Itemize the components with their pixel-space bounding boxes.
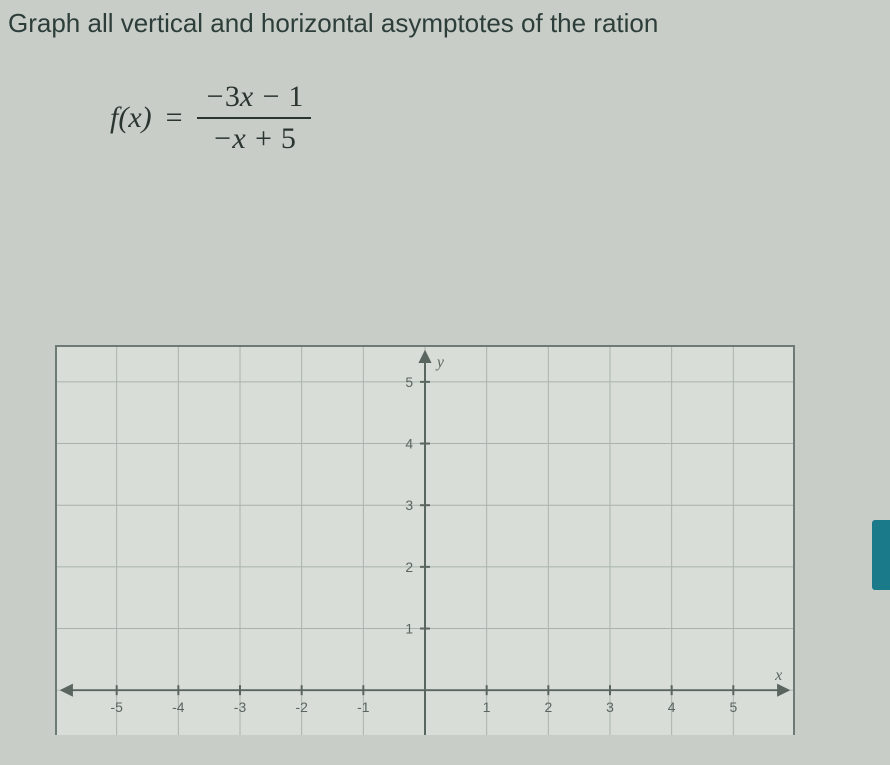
svg-text:x: x bbox=[774, 667, 782, 684]
svg-text:2: 2 bbox=[405, 559, 413, 575]
formula-denominator: −x + 5 bbox=[204, 122, 304, 156]
coordinate-grid[interactable]: y x -5 -4 -3 -2 -1 1 2 3 4 5 1 2 3 4 5 bbox=[57, 347, 793, 735]
svg-text:2: 2 bbox=[544, 699, 552, 715]
svg-text:4: 4 bbox=[405, 436, 413, 452]
formula-numerator: −3x − 1 bbox=[197, 80, 312, 114]
svg-text:y: y bbox=[435, 354, 445, 371]
formula-fraction: −3x − 1 −x + 5 bbox=[197, 80, 312, 156]
fraction-bar bbox=[197, 117, 312, 119]
function-formula: f(x) = −3x − 1 −x + 5 bbox=[110, 80, 311, 156]
svg-text:5: 5 bbox=[729, 699, 737, 715]
axes bbox=[62, 352, 788, 735]
svg-text:1: 1 bbox=[483, 699, 491, 715]
formula-lhs: f(x) bbox=[110, 101, 152, 135]
svg-text:4: 4 bbox=[668, 699, 676, 715]
formula-equals: = bbox=[166, 101, 183, 135]
svg-text:3: 3 bbox=[606, 699, 614, 715]
tick-labels: y x -5 -4 -3 -2 -1 1 2 3 4 5 1 2 3 4 5 bbox=[110, 354, 782, 715]
svg-text:-3: -3 bbox=[234, 699, 247, 715]
svg-text:-5: -5 bbox=[110, 699, 123, 715]
question-text: Graph all vertical and horizontal asympt… bbox=[8, 8, 658, 39]
svg-text:3: 3 bbox=[405, 497, 413, 513]
svg-text:1: 1 bbox=[405, 620, 413, 636]
svg-text:-1: -1 bbox=[357, 699, 370, 715]
svg-text:-2: -2 bbox=[295, 699, 308, 715]
svg-text:-4: -4 bbox=[172, 699, 185, 715]
svg-text:5: 5 bbox=[405, 374, 413, 390]
graph-panel[interactable]: y x -5 -4 -3 -2 -1 1 2 3 4 5 1 2 3 4 5 bbox=[55, 345, 795, 735]
side-panel-toggle[interactable] bbox=[872, 520, 890, 590]
